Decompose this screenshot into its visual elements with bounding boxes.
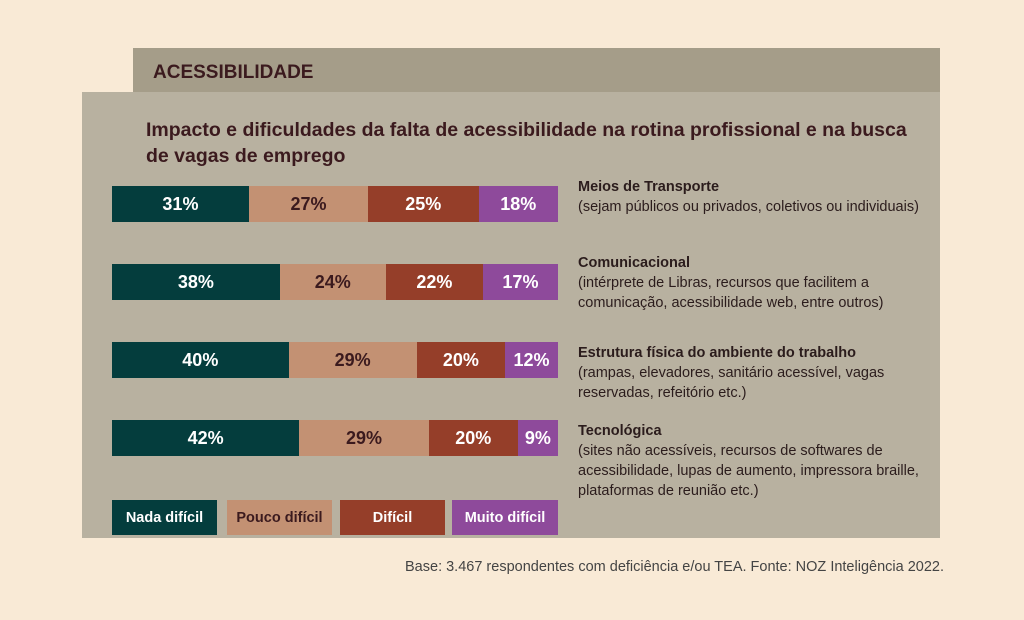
- legend-item: Nada difícil: [112, 500, 217, 535]
- bar-segment: 29%: [288, 342, 417, 378]
- category-description: (intérprete de Libras, recursos que faci…: [578, 275, 884, 311]
- bar-row: 38% 24% 22% 17%: [112, 264, 558, 300]
- legend-item: Muito difícil: [452, 500, 558, 535]
- category-name: Estrutura física do ambiente do trabalho: [578, 345, 856, 361]
- category-name: Tecnológica: [578, 423, 662, 439]
- bar-segment: 18%: [478, 186, 558, 222]
- legend-item: Difícil: [340, 500, 445, 535]
- category-label: Meios de Transporte (sejam públicos ou pr…: [578, 177, 938, 217]
- category-description: (sites não acessíveis, recursos de softw…: [578, 443, 919, 499]
- bar-segment: 9%: [517, 420, 558, 456]
- bar-row: 31% 27% 25% 18%: [112, 186, 558, 222]
- bar-segment: 40%: [112, 342, 289, 378]
- bar-segment: 17%: [482, 264, 558, 300]
- bar-row: 40% 29% 20% 12%: [112, 342, 558, 378]
- bar-segment: 38%: [112, 264, 280, 300]
- section-header: ACESSIBILIDADE: [133, 48, 940, 92]
- legend-item: Pouco difícil: [227, 500, 332, 535]
- bar-segment: 20%: [416, 342, 505, 378]
- bar-segment: 24%: [279, 264, 386, 300]
- category-name: Meios de Transporte: [578, 179, 720, 195]
- category-label: Tecnológica (sites não acessíveis, recurs…: [578, 421, 938, 501]
- category-name: Comunicacional: [578, 255, 690, 271]
- category-label: Estrutura física do ambiente do trabalho…: [578, 343, 938, 403]
- bar-segment: 27%: [248, 186, 369, 222]
- bar-segment: 12%: [504, 342, 558, 378]
- bar-segment: 22%: [385, 264, 483, 300]
- bar-segment: 20%: [428, 420, 518, 456]
- category-label: Comunicacional (intérprete de Libras, rec…: [578, 253, 938, 313]
- bar-segment: 42%: [112, 420, 300, 456]
- bar-segment: 29%: [299, 420, 429, 456]
- section-title: ACESSIBILIDADE: [153, 62, 314, 83]
- category-description: (sejam públicos ou privados, coletivos o…: [578, 199, 919, 215]
- source-note: Base: 3.467 respondentes com deficiência…: [405, 559, 944, 575]
- chart-title: Impacto e dificuldades da falta de acess…: [146, 119, 907, 167]
- bar-segment: 31%: [112, 186, 249, 222]
- chart-panel: [82, 92, 940, 538]
- category-description: (rampas, elevadores, sanitário acessível…: [578, 365, 885, 401]
- bar-segment: 25%: [368, 186, 479, 222]
- bar-row: 42% 29% 20% 9%: [112, 420, 558, 456]
